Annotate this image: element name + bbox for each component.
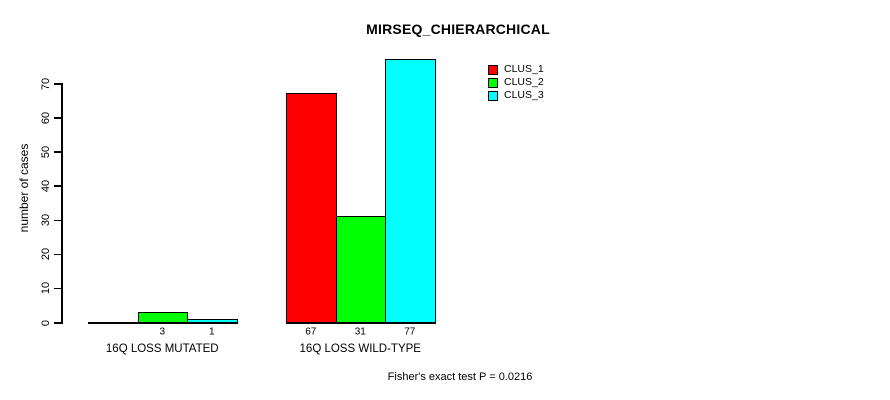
y-axis-title: number of cases [17,143,31,233]
category-label: 16Q LOSS MUTATED [105,343,219,355]
y-tick-mark [54,219,62,222]
legend-label-clus-3: CLUS_3 [504,89,544,101]
y-tick-mark [54,83,62,85]
y-tick-label: 20 [40,248,52,261]
bar-value-label: 31 [354,326,366,337]
legend-swatch-clus-3 [488,90,498,101]
y-tick-mark [54,185,62,187]
y-tick-label: 70 [40,77,52,90]
y-tick-label: 0 [40,319,52,326]
legend-entry-clus-1: CLUS_1 [488,63,544,76]
legend-swatch-clus-1 [488,64,498,75]
y-tick-label: 10 [40,282,52,295]
bar-clus_3-16q-loss-wild-type [385,59,436,323]
y-tick-mark [54,287,62,290]
legend-entry-clus-2: CLUS_2 [488,76,544,89]
y-tick-mark [54,253,62,256]
bar-clus_2-16q-loss-mutated [137,311,188,323]
y-tick-mark [54,151,62,153]
y-tick-label: 60 [40,111,52,124]
bar-value-label: 77 [404,326,416,337]
legend: CLUS_1 CLUS_2 CLUS_3 [488,63,544,102]
legend-label-clus-1: CLUS_1 [504,63,544,75]
category-label: 16Q LOSS WILD-TYPE [299,343,421,355]
y-axis-line [61,83,63,324]
y-tick-label: 50 [40,145,52,158]
legend-label-clus-2: CLUS_2 [504,76,544,88]
y-tick-label: 30 [40,213,52,227]
bar-value-label: 1 [208,326,215,337]
bar-value-label: 67 [305,326,317,337]
chart-title: MIRSEQ_CHIERARCHICAL [366,21,550,37]
bar-value-label: 3 [159,326,166,337]
y-tick-mark [54,322,62,324]
bar-clus_3-16q-loss-mutated [187,318,238,323]
y-tick-mark [54,117,62,119]
legend-entry-clus-3: CLUS_3 [488,89,544,102]
bar-clus_2-16q-loss-wild-type [335,216,386,323]
fisher-test-annotation: Fisher's exact test P = 0.0216 [387,371,533,383]
legend-swatch-clus-2 [488,77,498,88]
y-tick-label: 40 [40,179,52,193]
bar-clus_1-16q-loss-wild-type [286,93,337,323]
